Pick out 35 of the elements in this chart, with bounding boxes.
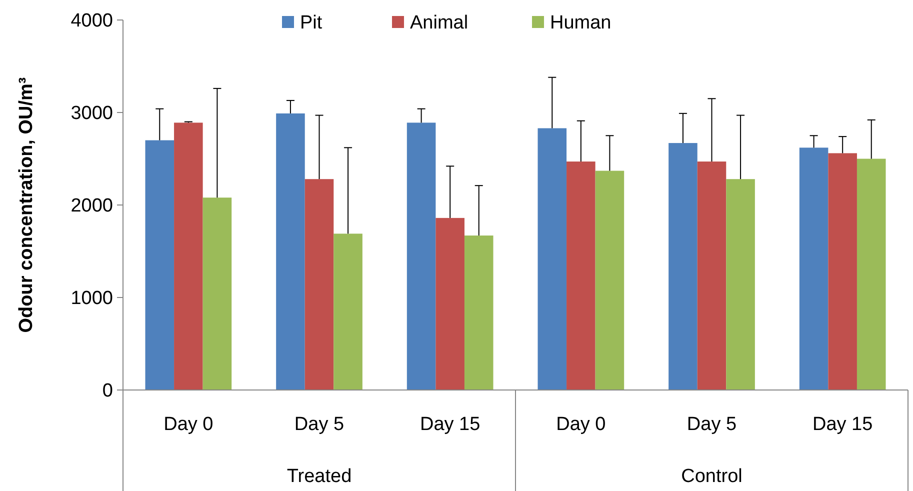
legend-label: Animal bbox=[410, 12, 468, 34]
legend-label: Human bbox=[550, 12, 612, 34]
x-tick-label: Day 5 bbox=[686, 414, 737, 435]
bar bbox=[726, 179, 755, 390]
x-tick-label: Day 5 bbox=[294, 414, 344, 435]
bar bbox=[145, 140, 174, 390]
bar bbox=[566, 162, 596, 390]
bar bbox=[856, 158, 886, 390]
bar bbox=[276, 113, 305, 390]
bar bbox=[334, 234, 362, 390]
y-tick-label: 0 bbox=[102, 380, 113, 402]
bar bbox=[799, 148, 828, 390]
bar bbox=[697, 162, 726, 390]
y-tick-label: 4000 bbox=[70, 10, 113, 32]
y-tick-label: 2000 bbox=[70, 196, 113, 217]
y-axis-title: Odour concentration, OU/m³ bbox=[16, 77, 37, 333]
bar bbox=[595, 170, 624, 390]
bar bbox=[436, 218, 464, 390]
text: Treated bbox=[286, 466, 352, 487]
x-tick-label: Day 0 bbox=[164, 414, 214, 435]
bar bbox=[828, 153, 857, 390]
x-tick-label: Day 15 bbox=[420, 414, 480, 435]
x-tick-label: Day 15 bbox=[812, 414, 873, 435]
bar bbox=[202, 198, 232, 390]
bar bbox=[668, 143, 698, 390]
bar bbox=[406, 122, 436, 390]
bar bbox=[538, 128, 567, 390]
bar bbox=[304, 179, 334, 390]
legend-label: Pit bbox=[300, 12, 323, 34]
bar bbox=[174, 122, 203, 390]
y-tick-label: 1000 bbox=[70, 288, 113, 310]
bar bbox=[464, 236, 494, 390]
x-tick-label: Day 0 bbox=[556, 414, 606, 435]
y-tick-label: 3000 bbox=[70, 103, 113, 124]
text: Control bbox=[681, 466, 742, 487]
